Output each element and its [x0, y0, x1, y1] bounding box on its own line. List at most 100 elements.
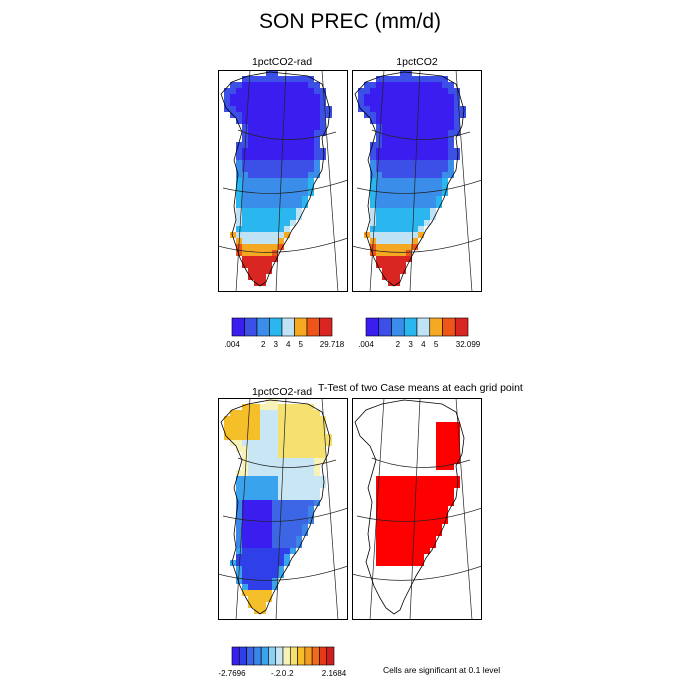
graticule-line: [369, 70, 385, 292]
grid-cell: [370, 118, 376, 124]
grid-cell: [382, 142, 388, 148]
grid-cell: [370, 190, 376, 196]
grid-cell: [436, 524, 442, 530]
grid-cell: [424, 178, 430, 184]
grid-cell: [424, 154, 430, 160]
grid-cell: [412, 476, 418, 482]
grid-cell: [394, 214, 400, 220]
colorbar-co2-mean: .004 2 3 4 5 32.099: [358, 317, 481, 349]
grid-cell: [278, 488, 284, 494]
grid-cell: [406, 256, 412, 262]
grid-cell: [266, 88, 272, 94]
grid-cell: [284, 154, 290, 160]
grid-cell: [278, 148, 284, 154]
grid-cell: [448, 160, 454, 166]
grid-cell: [376, 226, 382, 232]
grid-cell: [436, 518, 442, 524]
grid-cell: [308, 88, 314, 94]
grid-cell: [254, 274, 260, 280]
grid-cell: [314, 428, 320, 434]
grid-cell: [272, 106, 278, 112]
grid-cell: [314, 124, 320, 130]
colorbar-tick-label: 3: [274, 340, 279, 349]
graticule-line: [235, 398, 251, 620]
grid-cell: [278, 404, 284, 410]
grid-cell: [320, 476, 326, 482]
colorbar-tick-label: .004: [358, 340, 374, 349]
grid-cell: [370, 172, 376, 178]
page-title: SON PREC (mm/d): [258, 10, 441, 33]
grid-cell: [394, 226, 400, 232]
grid-cell: [436, 476, 442, 482]
grid-cell: [278, 458, 284, 464]
grid-cell: [424, 172, 430, 178]
grid-cell: [400, 226, 406, 232]
grid-cell: [376, 94, 382, 100]
grid-cell: [242, 172, 248, 178]
grid-cell: [302, 452, 308, 458]
grid-cell: [376, 154, 382, 160]
grid-cell: [382, 106, 388, 112]
grid-cell: [448, 482, 454, 488]
grid-cell: [424, 506, 430, 512]
grid-cell: [442, 184, 448, 190]
grid-cell: [436, 136, 442, 142]
grid-cell: [430, 530, 436, 536]
grid-cell: [248, 488, 254, 494]
grid-cell: [436, 100, 442, 106]
grid-cell: [314, 482, 320, 488]
grid-cell: [376, 214, 382, 220]
grid-cell: [412, 214, 418, 220]
grid-cell: [412, 548, 418, 554]
colorbar-tick-label: 2.1684: [322, 669, 347, 678]
grid-cell: [254, 578, 260, 584]
grid-cell: [272, 172, 278, 178]
grid-cell: [418, 476, 424, 482]
grid-cell: [260, 94, 266, 100]
grid-cell: [266, 410, 272, 416]
grid-cell: [278, 112, 284, 118]
grid-cell: [266, 530, 272, 536]
grid-cell: [406, 244, 412, 250]
grid-cell: [290, 208, 296, 214]
grid-cell: [430, 208, 436, 214]
grid-cell: [254, 554, 260, 560]
grid-cell: [308, 154, 314, 160]
grid-cell: [242, 518, 248, 524]
grid-cell: [272, 398, 278, 404]
grid-cell: [412, 88, 418, 94]
grid-cell: [254, 226, 260, 232]
grid-cell: [430, 488, 436, 494]
grid-cell: [400, 106, 406, 112]
grid-cell: [278, 202, 284, 208]
grid-cell: [272, 542, 278, 548]
graticule-line: [235, 70, 251, 292]
grid-cell: [290, 124, 296, 130]
grid-cell: [254, 208, 260, 214]
grid-cell: [418, 524, 424, 530]
grid-cell: [400, 488, 406, 494]
grid-cell: [406, 482, 412, 488]
grid-cell: [370, 142, 376, 148]
grid-cell: [418, 208, 424, 214]
grid-cell: [284, 560, 290, 566]
grid-cell: [400, 232, 406, 238]
grid-cell: [382, 250, 388, 256]
grid-cell: [436, 196, 442, 202]
grid-cell: [406, 536, 412, 542]
grid-cell: [302, 142, 308, 148]
panel-title-line1: 1pctCO2: [396, 56, 438, 68]
grid-cell: [236, 548, 242, 554]
grid-cell: [242, 482, 248, 488]
grid-cell: [406, 208, 412, 214]
grid-cell: [242, 542, 248, 548]
grid-cell: [302, 166, 308, 172]
grid-cell: [290, 458, 296, 464]
grid-cell: [242, 202, 248, 208]
grid-cell: [248, 220, 254, 226]
grid-cell: [382, 524, 388, 530]
grid-cell: [406, 100, 412, 106]
grid-cell: [296, 184, 302, 190]
grid-cell: [418, 88, 424, 94]
grid-cell: [424, 530, 430, 536]
